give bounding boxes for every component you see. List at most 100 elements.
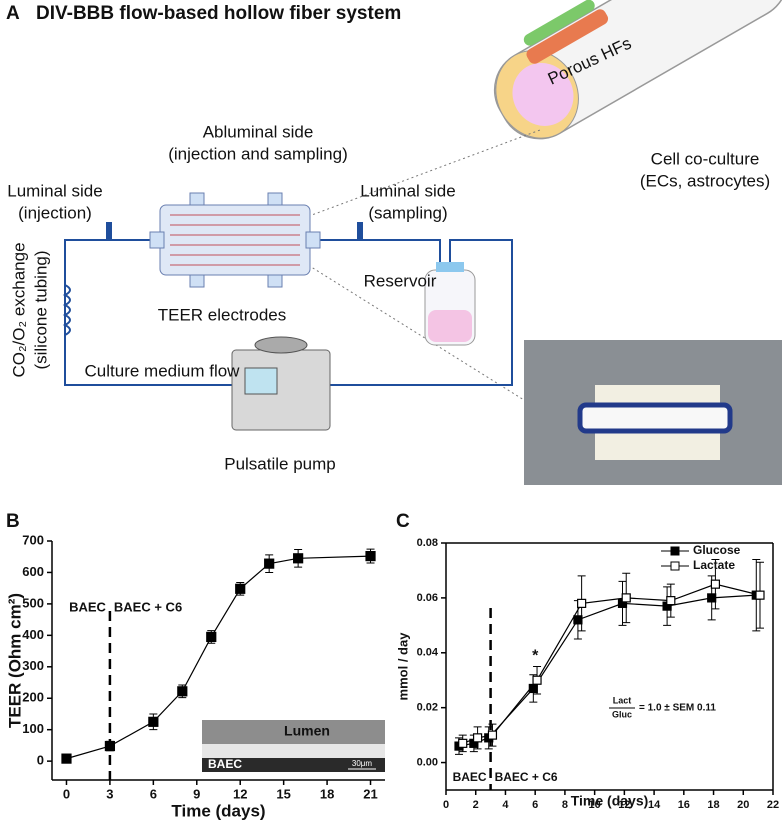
diagram-label: (silicone tubing)	[31, 250, 50, 369]
marker	[755, 590, 765, 600]
x-tick-label: 3	[106, 786, 113, 801]
y-tick-label: 0.00	[417, 756, 438, 768]
x-tick-label: 10	[589, 799, 601, 811]
y-tick-label: 0.08	[417, 537, 438, 549]
diagram-label: (sampling)	[368, 203, 447, 222]
ratio-value: = 1.0 ± SEM 0.11	[639, 703, 716, 714]
inset-layer	[202, 758, 385, 772]
fiber-lumen	[512, 62, 574, 126]
marker	[573, 615, 583, 625]
pump-screen	[244, 367, 278, 395]
reservoir-medium	[428, 310, 472, 342]
y-tick-label: 300	[22, 658, 44, 673]
pump-head	[254, 336, 308, 354]
inset-layer	[202, 744, 385, 758]
legend-marker	[670, 561, 680, 571]
y-tick-label: 100	[22, 721, 44, 736]
y-tick-label: 0.06	[417, 592, 438, 604]
diagram-label: Reservoir	[364, 271, 437, 290]
x-tick-label: 12	[618, 799, 630, 811]
x-tick-label: 4	[502, 799, 509, 811]
marker	[61, 753, 72, 764]
marker	[293, 553, 304, 564]
marker	[458, 738, 468, 748]
x-axis-label: Time (days)	[571, 793, 649, 809]
annotation: BAEC + C6	[114, 599, 182, 614]
y-tick-label: 500	[22, 595, 44, 610]
y-tick-label: 200	[22, 690, 44, 705]
legend-marker	[670, 546, 680, 556]
marker	[365, 550, 376, 562]
y-tick-label: 0.02	[417, 702, 438, 714]
x-tick-label: 9	[193, 786, 200, 801]
inset-label: Lumen	[284, 723, 330, 739]
ratio-num: Lact	[613, 695, 632, 705]
diagram-label: Cell co-culture	[651, 149, 760, 168]
diagram-label: CO₂/O₂ exchange	[9, 242, 28, 377]
marker	[264, 558, 275, 569]
marker	[148, 716, 159, 727]
panel-title: DIV-BBB flow-based hollow fiber system	[36, 3, 401, 24]
diagram-label: (injection and sampling)	[168, 144, 348, 163]
x-tick-label: 18	[320, 786, 334, 801]
y-tick-label: 400	[22, 627, 44, 642]
photo-cartridge	[577, 402, 733, 434]
port	[357, 222, 363, 240]
legend-label: Lactate	[693, 558, 735, 572]
y-axis-label: TEER (Ohm cm²)	[5, 593, 24, 728]
x-tick-label: 21	[363, 786, 377, 801]
marker	[487, 730, 498, 740]
x-tick-label: 6	[150, 786, 157, 801]
marker	[177, 686, 188, 697]
x-tick-label: 2	[473, 799, 479, 811]
annotation: BAEC	[453, 770, 487, 784]
annotation: BAEC + C6	[495, 770, 558, 784]
marker	[710, 579, 721, 589]
x-tick-label: 8	[562, 799, 568, 811]
x-tick-label: 6	[532, 799, 538, 811]
y-tick-label: 0.04	[417, 647, 439, 659]
panel-letter: A	[6, 3, 20, 24]
x-tick-label: 15	[276, 786, 290, 801]
marker	[621, 593, 631, 603]
x-tick-label: 22	[767, 799, 779, 811]
y-tick-label: 700	[22, 532, 44, 547]
cartridge-end	[149, 231, 165, 249]
diagram-label: Pulsatile pump	[224, 454, 336, 473]
marker	[235, 583, 246, 594]
marker	[666, 596, 676, 606]
silicone-coil	[62, 284, 71, 336]
y-tick-label: 600	[22, 564, 44, 579]
port	[106, 222, 112, 240]
x-tick-label: 16	[678, 799, 690, 811]
panel-letter: B	[6, 511, 20, 532]
legend-label: Glucose	[693, 543, 741, 557]
diagram-label: Luminal side	[7, 181, 102, 200]
panel-letter: C	[396, 511, 410, 532]
marker	[104, 740, 116, 752]
x-tick-label: 14	[648, 799, 661, 811]
diagram-label: (ECs, astrocytes)	[640, 171, 770, 190]
significance: *	[532, 648, 539, 665]
hollow-fibers	[170, 214, 300, 266]
diagram-label: Abluminal side	[203, 122, 314, 141]
x-axis-label: Time (days)	[171, 801, 265, 820]
x-tick-label: 18	[707, 799, 719, 811]
zoom-line	[284, 129, 541, 226]
fiber-zoom	[493, 0, 782, 140]
y-axis-label: mmol / day	[395, 632, 410, 701]
marker	[577, 598, 587, 608]
endothelial-cells	[526, 9, 609, 64]
x-tick-label: 20	[737, 799, 749, 811]
diagram-label: Luminal side	[360, 181, 455, 200]
astrocytes	[523, 0, 595, 46]
marker	[206, 631, 217, 643]
annotation: BAEC	[69, 599, 106, 614]
y-tick-label: 0	[37, 753, 44, 768]
x-tick-label: 0	[63, 786, 70, 801]
x-tick-label: 12	[233, 786, 247, 801]
diagram-label: Culture medium flow	[85, 361, 241, 380]
cartridge-end	[305, 231, 321, 249]
